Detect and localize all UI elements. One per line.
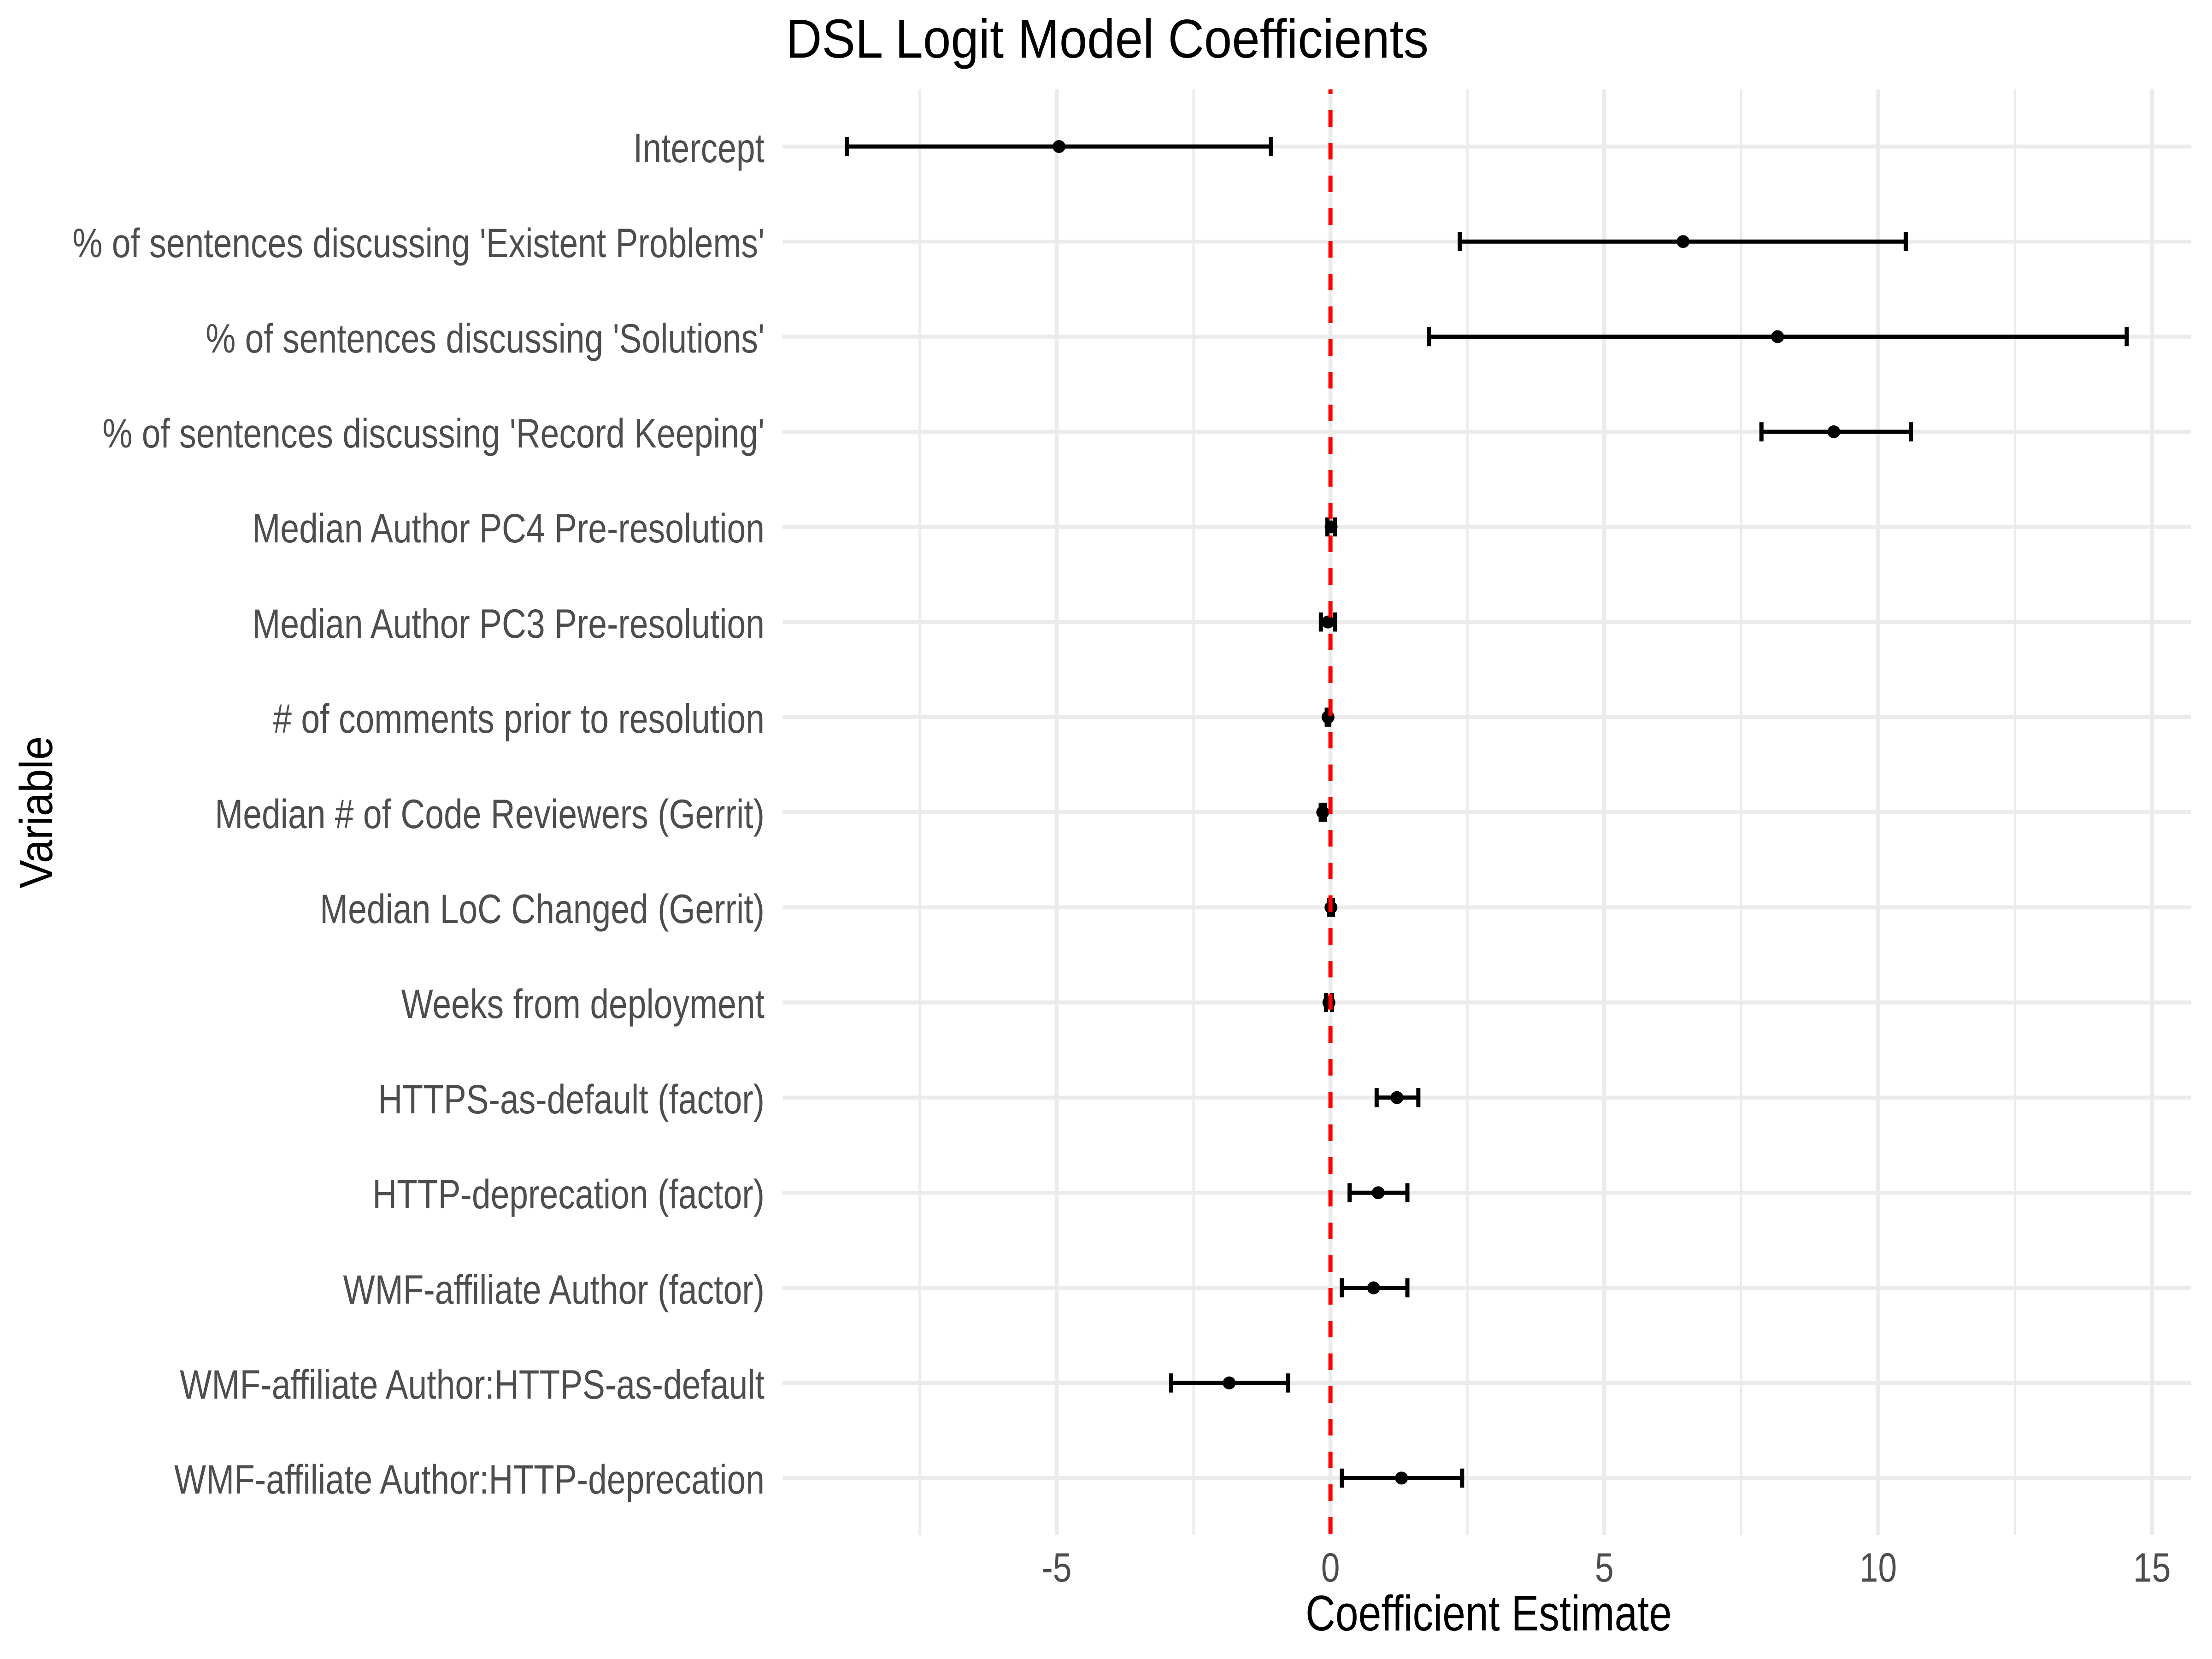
svg-text:Intercept: Intercept [633,125,765,171]
svg-text:HTTPS-as-default (factor): HTTPS-as-default (factor) [378,1076,765,1122]
svg-text:0: 0 [1321,1544,1340,1590]
svg-text:WMF-affiliate Author:HTTPS-as-: WMF-affiliate Author:HTTPS-as-default [180,1361,765,1407]
svg-text:Median LoC Changed (Gerrit): Median LoC Changed (Gerrit) [320,886,765,932]
svg-text:Median Author PC4 Pre-resoluti: Median Author PC4 Pre-resolution [252,505,765,551]
svg-text:15: 15 [2133,1544,2171,1590]
svg-text:Median Author PC3 Pre-resoluti: Median Author PC3 Pre-resolution [252,600,765,647]
svg-text:5: 5 [1595,1544,1614,1590]
svg-text:DSL Logit Model Coefficients: DSL Logit Model Coefficients [786,8,1429,70]
svg-text:% of sentences discussing 'Exi: % of sentences discussing 'Existent Prob… [72,220,765,266]
svg-text:10: 10 [1859,1544,1897,1590]
svg-text:% of sentences discussing 'Rec: % of sentences discussing 'Record Keepin… [102,410,765,456]
svg-text:Variable: Variable [11,736,62,888]
svg-text:Coefficient Estimate: Coefficient Estimate [1306,1585,1672,1641]
svg-text:-5: -5 [1041,1544,1071,1590]
svg-text:% of sentences discussing 'Sol: % of sentences discussing 'Solutions' [206,315,765,361]
svg-text:# of comments prior to resolut: # of comments prior to resolution [273,695,765,741]
svg-text:HTTP-deprecation (factor): HTTP-deprecation (factor) [372,1171,765,1217]
svg-text:WMF-affiliate Author (factor): WMF-affiliate Author (factor) [343,1266,765,1312]
svg-text:WMF-affiliate Author:HTTP-depr: WMF-affiliate Author:HTTP-deprecation [174,1456,765,1502]
svg-text:Median # of Code Reviewers (Ge: Median # of Code Reviewers (Gerrit) [215,791,765,837]
svg-text:Weeks from deployment: Weeks from deployment [401,981,765,1027]
